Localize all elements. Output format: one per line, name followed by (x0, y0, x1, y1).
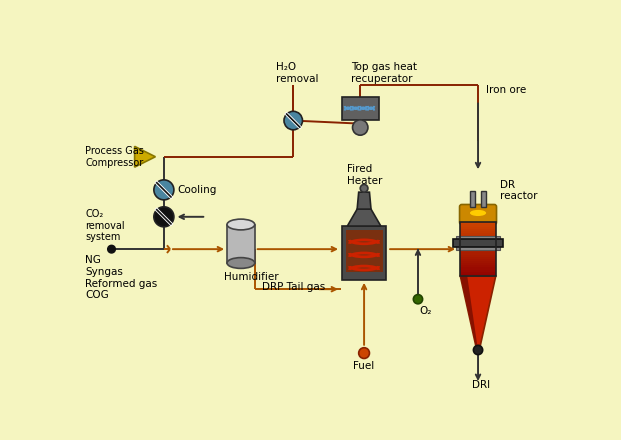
Bar (460, 268, 496, 270)
Bar (342, 226, 386, 280)
Ellipse shape (470, 210, 486, 216)
Bar (460, 235, 496, 238)
Text: DR
reactor: DR reactor (500, 180, 537, 202)
Circle shape (154, 207, 174, 227)
Bar (470, 191, 475, 207)
Bar (460, 229, 496, 231)
Circle shape (360, 184, 368, 192)
Bar (460, 257, 496, 259)
Bar (342, 97, 379, 120)
Bar (460, 237, 496, 240)
Polygon shape (135, 147, 155, 167)
Bar (460, 272, 496, 274)
Bar (460, 222, 496, 276)
Text: H₂O
removal: H₂O removal (276, 62, 319, 84)
Bar (460, 222, 496, 225)
Text: CO₂
removal
system: CO₂ removal system (85, 209, 125, 242)
Bar (460, 231, 496, 233)
Polygon shape (460, 276, 496, 345)
Bar (460, 253, 496, 255)
Polygon shape (460, 276, 478, 345)
Bar (460, 248, 496, 251)
Bar (460, 274, 496, 276)
Circle shape (154, 180, 174, 200)
Circle shape (359, 348, 369, 359)
Bar (460, 263, 496, 266)
Bar (481, 191, 486, 207)
FancyBboxPatch shape (460, 205, 497, 224)
Bar (227, 224, 255, 263)
Bar (460, 224, 496, 227)
Text: Top gas heat
recuperator: Top gas heat recuperator (351, 62, 417, 84)
Bar (460, 265, 496, 268)
Bar (460, 261, 496, 264)
Text: Fuel: Fuel (353, 361, 374, 371)
Bar (460, 227, 496, 229)
Bar (460, 244, 496, 246)
Text: DRI: DRI (472, 380, 490, 390)
Text: Cooling: Cooling (177, 185, 216, 195)
Bar (460, 246, 496, 249)
Ellipse shape (227, 219, 255, 230)
Bar (460, 239, 496, 242)
Text: Process Gas
Compressor: Process Gas Compressor (85, 146, 144, 168)
Bar (460, 270, 496, 272)
Circle shape (473, 345, 483, 355)
Text: Fired
Heater: Fired Heater (347, 165, 383, 186)
Polygon shape (357, 192, 371, 209)
Text: DRP Tail gas: DRP Tail gas (263, 282, 325, 292)
Bar (460, 259, 496, 261)
Circle shape (353, 120, 368, 135)
Bar (346, 230, 383, 272)
Polygon shape (347, 209, 381, 226)
Text: Humidifier: Humidifier (224, 272, 279, 282)
Circle shape (414, 295, 423, 304)
Bar (460, 233, 496, 235)
Text: Iron ore: Iron ore (486, 85, 526, 95)
Circle shape (107, 246, 116, 253)
Bar (456, 236, 500, 249)
Bar (460, 254, 496, 257)
Ellipse shape (227, 258, 255, 268)
Text: O₂: O₂ (420, 306, 432, 316)
Text: NG
Syngas
Reformed gas
COG: NG Syngas Reformed gas COG (85, 255, 158, 300)
Bar (453, 239, 504, 246)
Circle shape (284, 111, 302, 130)
Bar (460, 250, 496, 253)
Bar (460, 242, 496, 244)
